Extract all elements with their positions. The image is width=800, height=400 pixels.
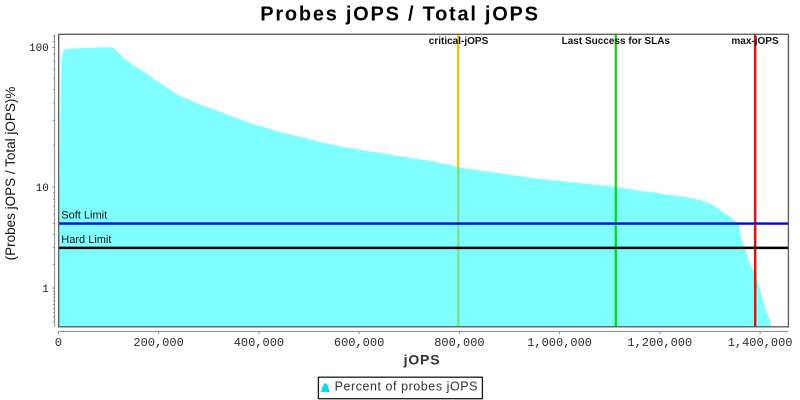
svg-text:Percent of probes jOPS: Percent of probes jOPS [335,380,478,394]
svg-text:1,000,000: 1,000,000 [527,336,592,350]
svg-text:Soft Limit: Soft Limit [61,209,107,221]
svg-text:1,400,000: 1,400,000 [728,336,793,350]
svg-text:critical-jOPS: critical-jOPS [429,36,489,47]
svg-text:Hard Limit: Hard Limit [61,234,111,246]
svg-text:400,000: 400,000 [234,336,284,350]
svg-text:(Probes jOPS / Total jOPS)%: (Probes jOPS / Total jOPS)% [3,87,18,261]
svg-text:1,200,000: 1,200,000 [627,336,692,350]
svg-text:100: 100 [29,43,49,55]
svg-text:1: 1 [42,284,49,296]
svg-text:jOPS: jOPS [403,352,441,368]
svg-text:max-jOPS: max-jOPS [731,36,779,47]
svg-text:200,000: 200,000 [133,336,183,350]
svg-text:10: 10 [36,183,49,195]
svg-text:Probes jOPS / Total jOPS: Probes jOPS / Total jOPS [260,4,539,26]
svg-text:Last Success for SLAs: Last Success for SLAs [562,36,671,47]
svg-text:800,000: 800,000 [434,336,484,350]
svg-text:0: 0 [55,336,62,350]
svg-text:600,000: 600,000 [334,336,384,350]
